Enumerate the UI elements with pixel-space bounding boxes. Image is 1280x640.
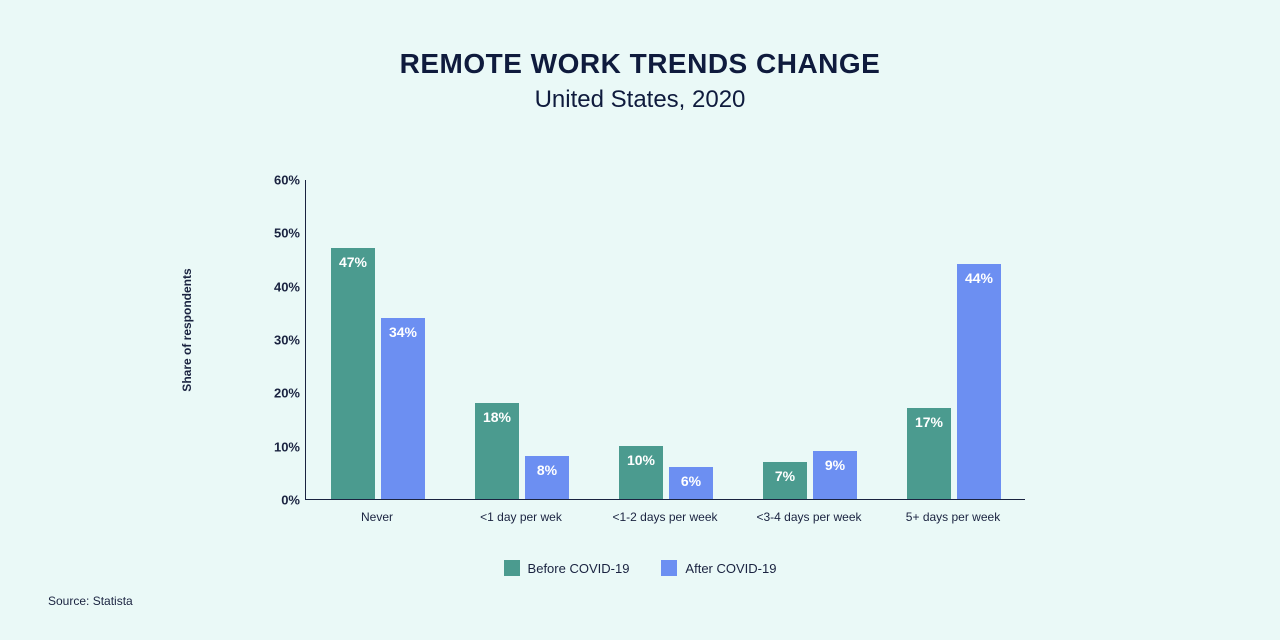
bar-value-label: 18% (475, 409, 519, 425)
y-tick: 0% (260, 493, 300, 508)
y-tick: 30% (260, 333, 300, 348)
y-axis-label: Share of respondents (180, 170, 200, 490)
bar-value-label: 10% (619, 452, 663, 468)
x-tick: 5+ days per week (906, 510, 1000, 524)
bar-group: 7% 9% (763, 451, 857, 499)
bar-group: 17% 44% (907, 264, 1001, 499)
y-tick: 20% (260, 386, 300, 401)
bar-value-label: 34% (381, 324, 425, 340)
bar-value-label: 6% (669, 473, 713, 489)
chart-area: 47% 34% 18% 8% 10% 6% 7% 9% 17% 44% 0% 10% 20% 30% 40… (210, 180, 1030, 540)
bar-value-label: 9% (813, 457, 857, 473)
legend-item-before: Before COVID-19 (504, 560, 630, 576)
title-block: REMOTE WORK TRENDS CHANGE United States,… (0, 48, 1280, 114)
legend-swatch-before (504, 560, 520, 576)
bar: 6% (669, 467, 713, 499)
chart-title: REMOTE WORK TRENDS CHANGE (0, 48, 1280, 80)
plot-area: 47% 34% 18% 8% 10% 6% 7% 9% 17% 44% (305, 180, 1025, 500)
legend-swatch-after (661, 560, 677, 576)
y-tick: 40% (260, 279, 300, 294)
legend-label-after: After COVID-19 (685, 561, 776, 576)
bar: 8% (525, 456, 569, 499)
bar: 9% (813, 451, 857, 499)
bar-group: 18% 8% (475, 403, 569, 499)
bar-value-label: 44% (957, 270, 1001, 286)
bar: 18% (475, 403, 519, 499)
legend: Before COVID-19 After COVID-19 (0, 560, 1280, 576)
bar-value-label: 7% (763, 468, 807, 484)
bar: 7% (763, 462, 807, 499)
x-tick: <1-2 days per week (612, 510, 717, 524)
legend-label-before: Before COVID-19 (528, 561, 630, 576)
bar: 34% (381, 318, 425, 499)
bar: 47% (331, 248, 375, 499)
bar-group: 47% 34% (331, 248, 425, 499)
legend-item-after: After COVID-19 (661, 560, 776, 576)
y-tick: 50% (260, 226, 300, 241)
page: REMOTE WORK TRENDS CHANGE United States,… (0, 0, 1280, 640)
bar-group: 10% 6% (619, 446, 713, 499)
chart-subtitle: United States, 2020 (0, 86, 1280, 114)
x-tick: Never (361, 510, 393, 524)
source-attribution: Source: Statista (48, 594, 133, 608)
bar: 10% (619, 446, 663, 499)
y-tick: 60% (260, 173, 300, 188)
bar-value-label: 17% (907, 414, 951, 430)
bar-value-label: 8% (525, 462, 569, 478)
bar: 44% (957, 264, 1001, 499)
bar: 17% (907, 408, 951, 499)
x-tick: <3-4 days per week (756, 510, 861, 524)
bar-value-label: 47% (331, 254, 375, 270)
y-tick: 10% (260, 439, 300, 454)
x-tick: <1 day per wek (480, 510, 562, 524)
